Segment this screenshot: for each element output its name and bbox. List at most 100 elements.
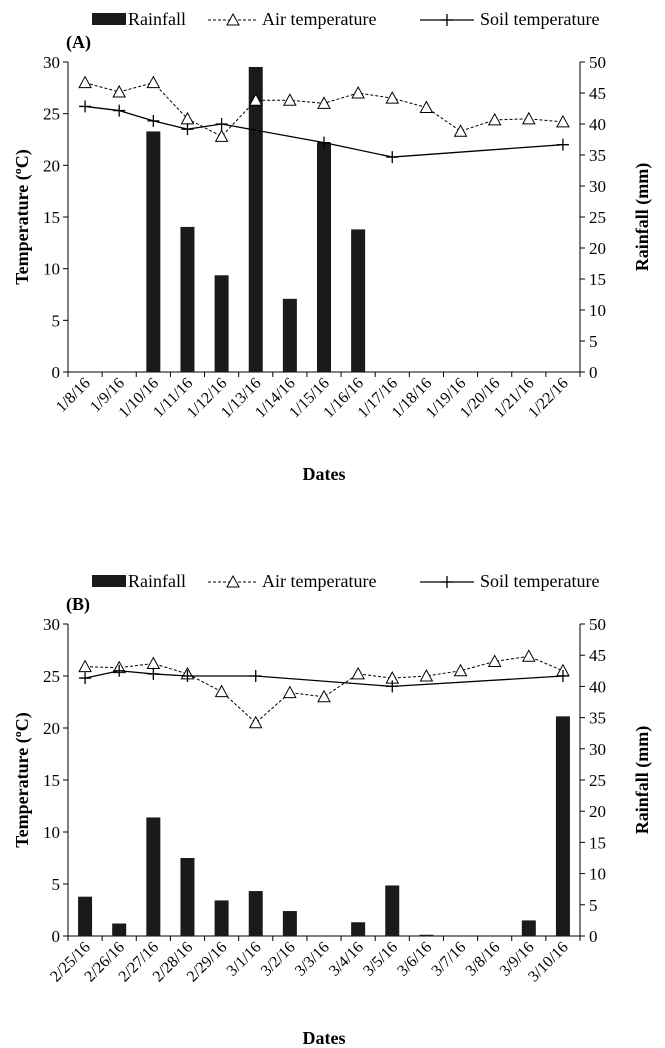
air-temperature-marker bbox=[283, 93, 297, 106]
right-tick-label: 45 bbox=[589, 646, 606, 665]
legend-marker-air-temperature bbox=[226, 574, 240, 588]
right-tick-label: 30 bbox=[589, 177, 606, 196]
rainfall-bar bbox=[214, 275, 229, 372]
soil-temperature-marker bbox=[79, 672, 92, 685]
legend-label-air-temperature: Air temperature bbox=[262, 9, 376, 29]
legend-label-soil-temperature: Soil temperature bbox=[480, 571, 599, 591]
left-tick-label: 30 bbox=[43, 53, 60, 72]
right-tick-label: 15 bbox=[589, 833, 606, 852]
air-temperature-marker bbox=[487, 112, 502, 126]
air-temperature-line bbox=[84, 82, 563, 138]
air-temperature-marker bbox=[419, 100, 434, 113]
air-temperature-marker bbox=[317, 689, 331, 703]
x-tick-label: 3/7/16 bbox=[428, 939, 469, 980]
rainfall-bar bbox=[146, 131, 161, 372]
air-temperature-marker bbox=[351, 666, 365, 680]
right-tick-label: 5 bbox=[589, 332, 598, 351]
soil-temperature-marker bbox=[79, 100, 92, 113]
legend-label-soil-temperature: Soil temperature bbox=[480, 9, 599, 29]
rainfall-bar bbox=[112, 923, 127, 936]
right-axis-title: Rainfall (mm) bbox=[632, 726, 653, 834]
panel-label: (B) bbox=[66, 594, 90, 615]
legend-swatch-rainfall bbox=[92, 575, 126, 587]
legend: Rainfall Air temperature Soil temperature bbox=[92, 9, 599, 29]
air-temperature-marker bbox=[385, 91, 400, 104]
air-temperature-marker bbox=[214, 129, 229, 142]
air-temperature-line bbox=[85, 655, 564, 724]
right-tick-label: 25 bbox=[589, 208, 606, 227]
right-tick-label: 35 bbox=[589, 146, 606, 165]
air-temperature-marker bbox=[78, 75, 92, 89]
left-tick-label: 0 bbox=[52, 363, 61, 382]
x-tick-label: 3/8/16 bbox=[463, 939, 504, 980]
x-tick-label: 3/3/16 bbox=[292, 939, 333, 980]
chart-panel-b: Rainfall Air temperature Soil temperature (… bbox=[12, 571, 653, 1048]
rainfall-bar bbox=[521, 920, 536, 936]
right-tick-label: 0 bbox=[589, 363, 598, 382]
soil-temperature-line bbox=[84, 105, 563, 158]
air-temperature-marker bbox=[78, 659, 92, 673]
left-tick-label: 10 bbox=[43, 260, 60, 279]
x-axis-title: Dates bbox=[303, 464, 346, 484]
rainfall-bar bbox=[146, 817, 161, 936]
legend-label-rainfall: Rainfall bbox=[128, 9, 186, 29]
legend-label-rainfall: Rainfall bbox=[128, 571, 186, 591]
panel-label: (A) bbox=[66, 32, 91, 53]
legend-marker-air-temperature bbox=[226, 12, 240, 26]
soil-temperature-marker bbox=[386, 151, 399, 164]
right-tick-label: 10 bbox=[589, 865, 606, 884]
rainfall-bar bbox=[282, 911, 297, 936]
right-tick-label: 0 bbox=[589, 927, 598, 946]
x-tick-label: 3/5/16 bbox=[360, 939, 401, 980]
right-tick-label: 40 bbox=[589, 677, 606, 696]
left-tick-label: 20 bbox=[43, 719, 60, 738]
chart-panel-a: Rainfall Air temperature Soil temperature (… bbox=[12, 9, 653, 484]
rainfall-bar bbox=[555, 716, 570, 936]
soil-temperature-marker bbox=[181, 123, 194, 136]
rainfall-bar bbox=[78, 896, 93, 936]
left-tick-label: 15 bbox=[43, 208, 60, 227]
air-temperature-marker bbox=[556, 114, 570, 128]
air-temperature-marker bbox=[180, 111, 195, 125]
air-temperature-marker bbox=[248, 715, 263, 729]
left-axis-title: Temperature (ºC) bbox=[12, 149, 33, 284]
rainfall-bar bbox=[282, 298, 297, 372]
right-tick-label: 10 bbox=[589, 301, 606, 320]
air-temperature-marker bbox=[248, 93, 263, 106]
soil-temperature-marker bbox=[249, 670, 262, 682]
soil-temperature-marker bbox=[113, 104, 126, 117]
soil-temperature-line bbox=[84, 670, 563, 688]
rainfall-bar bbox=[317, 142, 331, 372]
right-tick-label: 50 bbox=[589, 615, 606, 634]
left-tick-label: 5 bbox=[52, 311, 61, 330]
soil-temperature-marker bbox=[556, 670, 569, 682]
left-tick-label: 10 bbox=[43, 823, 60, 842]
right-tick-label: 25 bbox=[589, 771, 606, 790]
air-temperature-marker bbox=[453, 124, 468, 137]
x-tick-label: 3/1/16 bbox=[224, 939, 265, 980]
rainfall-bar bbox=[385, 885, 400, 936]
right-axis-title: Rainfall (mm) bbox=[632, 163, 653, 271]
left-tick-label: 30 bbox=[43, 615, 60, 634]
legend-marker-soil-temperature bbox=[441, 14, 453, 26]
rainfall-bar bbox=[180, 226, 195, 372]
left-tick-label: 15 bbox=[43, 771, 60, 790]
air-temperature-marker bbox=[521, 111, 536, 125]
soil-temperature-marker bbox=[318, 136, 330, 149]
right-tick-label: 45 bbox=[589, 84, 606, 103]
rainfall-bar bbox=[180, 858, 195, 936]
x-tick-label: 3/2/16 bbox=[258, 939, 299, 980]
rainfall-bar bbox=[419, 934, 434, 936]
air-temperature-marker bbox=[453, 663, 468, 677]
right-tick-label: 35 bbox=[589, 709, 606, 728]
soil-temperature-marker bbox=[386, 680, 399, 693]
x-tick-label: 3/6/16 bbox=[394, 939, 435, 980]
right-tick-label: 50 bbox=[589, 53, 606, 72]
legend-swatch-rainfall bbox=[92, 13, 126, 25]
right-tick-label: 15 bbox=[589, 270, 606, 289]
right-tick-label: 30 bbox=[589, 740, 606, 759]
right-tick-label: 5 bbox=[589, 896, 598, 915]
rainfall-bar bbox=[351, 922, 366, 936]
air-temperature-marker bbox=[521, 649, 536, 662]
